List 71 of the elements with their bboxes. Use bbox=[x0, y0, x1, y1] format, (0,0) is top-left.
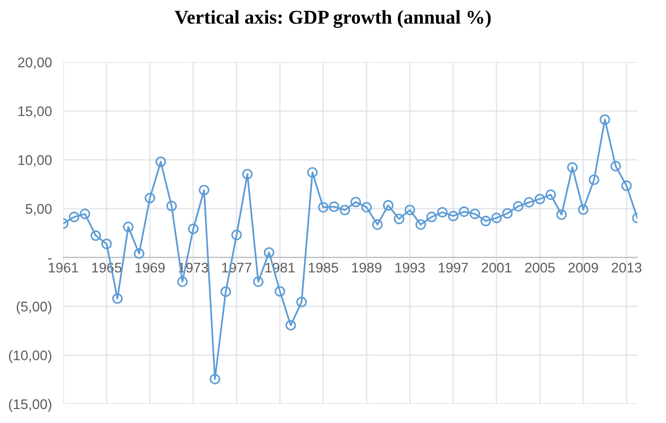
chart-title: Vertical axis: GDP growth (annual %) bbox=[174, 10, 491, 28]
point bbox=[252, 276, 264, 287]
point bbox=[426, 212, 437, 222]
point bbox=[307, 167, 318, 178]
point bbox=[480, 216, 491, 226]
point bbox=[448, 210, 458, 222]
point bbox=[621, 180, 632, 191]
x-tick-label: 2009 bbox=[568, 262, 598, 273]
point bbox=[545, 189, 556, 200]
x-tick-label: 1969 bbox=[136, 262, 165, 273]
point bbox=[101, 238, 112, 250]
point bbox=[144, 192, 156, 204]
point bbox=[210, 374, 220, 384]
point bbox=[512, 201, 524, 212]
point bbox=[600, 114, 610, 125]
x-tick-label: 1997 bbox=[438, 262, 468, 273]
y-tick-label: (10,00) bbox=[9, 350, 52, 364]
point bbox=[80, 208, 90, 220]
point bbox=[567, 162, 578, 173]
point bbox=[122, 222, 134, 232]
point bbox=[350, 196, 362, 208]
y-tick-label: (15,00) bbox=[9, 398, 52, 412]
point bbox=[242, 168, 253, 180]
point bbox=[231, 230, 242, 240]
point bbox=[470, 208, 480, 220]
y-tick-label: - bbox=[48, 258, 52, 260]
x-tick-label: 1961 bbox=[48, 262, 78, 273]
point bbox=[394, 214, 404, 224]
point bbox=[318, 202, 329, 213]
point bbox=[382, 200, 394, 211]
point bbox=[415, 219, 426, 230]
point bbox=[328, 201, 340, 212]
point bbox=[556, 209, 567, 220]
point bbox=[502, 208, 513, 219]
point bbox=[578, 204, 588, 215]
y-tick-label: 10,00 bbox=[18, 155, 52, 167]
x-tick-label: 1985 bbox=[308, 262, 338, 273]
x-tick-label: 1989 bbox=[352, 262, 382, 273]
point bbox=[198, 184, 210, 196]
point bbox=[524, 197, 534, 208]
point bbox=[404, 204, 416, 216]
y-tick-label: 15,00 bbox=[18, 106, 52, 118]
point bbox=[112, 293, 123, 304]
point bbox=[264, 247, 274, 258]
point bbox=[68, 212, 80, 222]
point bbox=[340, 204, 350, 216]
y-tick-label: (5,00) bbox=[16, 301, 52, 314]
y-tick-label: 20,00 bbox=[18, 58, 52, 69]
point bbox=[177, 276, 188, 287]
x-tick-label: 2013 bbox=[612, 262, 642, 273]
point bbox=[188, 224, 199, 234]
point bbox=[610, 160, 621, 172]
point bbox=[372, 219, 383, 230]
point bbox=[361, 202, 372, 213]
x-tick-label: 1993 bbox=[396, 262, 425, 273]
y-tick-label: 5,00 bbox=[26, 204, 52, 216]
point bbox=[134, 248, 144, 259]
point bbox=[155, 156, 166, 168]
x-tick-label: 2001 bbox=[482, 262, 512, 273]
point bbox=[166, 200, 177, 212]
point bbox=[285, 320, 296, 331]
point bbox=[274, 286, 286, 297]
point bbox=[588, 174, 600, 186]
point bbox=[534, 194, 546, 204]
point bbox=[220, 286, 232, 297]
point bbox=[491, 212, 502, 224]
point bbox=[296, 296, 307, 308]
point bbox=[90, 230, 102, 241]
point bbox=[437, 206, 448, 218]
point bbox=[458, 206, 470, 217]
x-tick-label: 2005 bbox=[525, 262, 555, 273]
